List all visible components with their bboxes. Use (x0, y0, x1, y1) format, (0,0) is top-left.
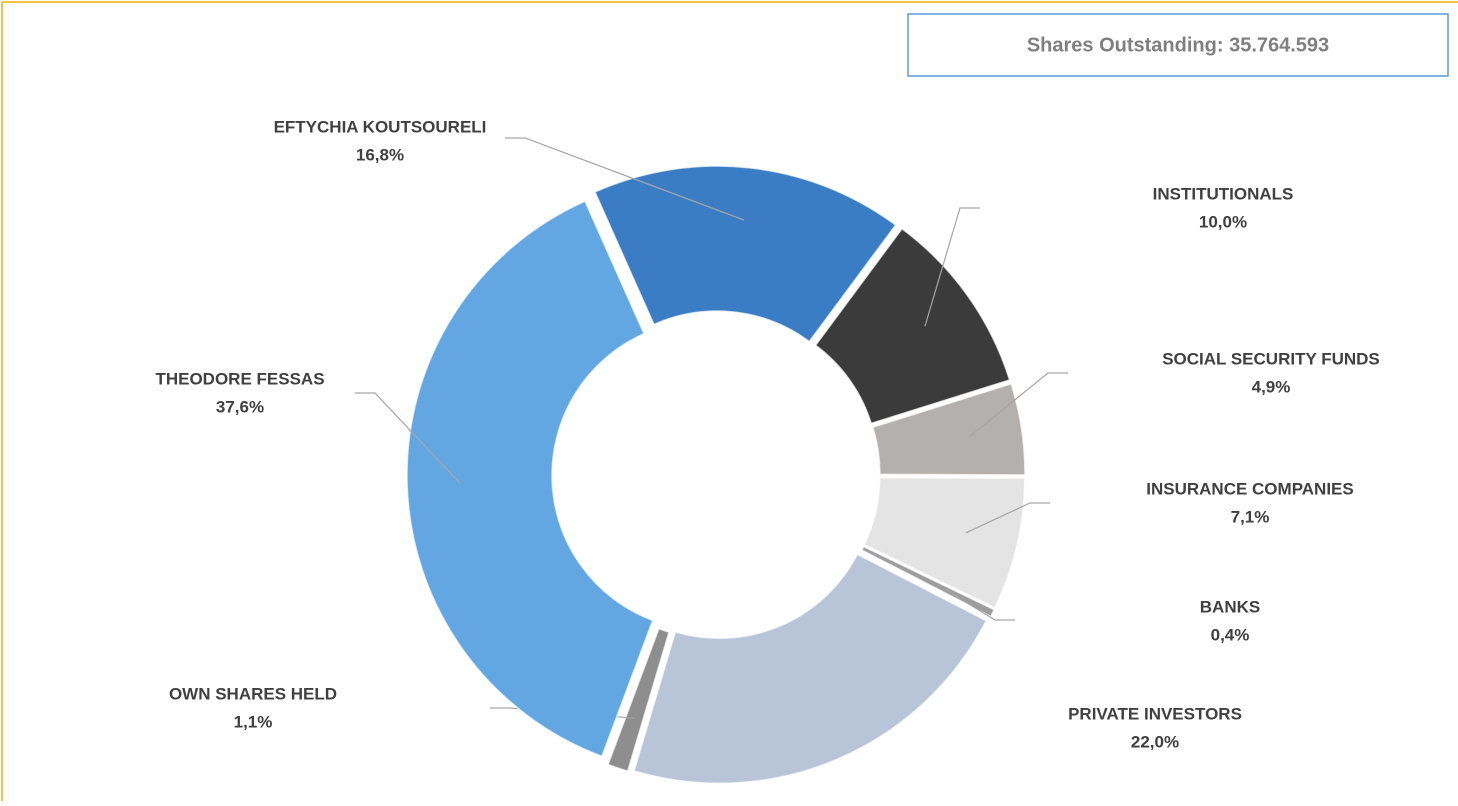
slice (406, 200, 654, 758)
slice-label: SOCIAL SECURITY FUNDS (1162, 349, 1380, 368)
annotation: Shares Outstanding: 35.764.593 (1027, 34, 1329, 56)
leader-line (355, 392, 461, 484)
slice-value-label: 7,1% (1231, 507, 1270, 526)
slice-value-label: 37,6% (216, 397, 264, 416)
leader-line (969, 372, 1068, 438)
slice (633, 553, 988, 785)
slice-label: PRIVATE INVESTORS (1068, 704, 1242, 723)
slice-label: INSTITUTIONALS (1153, 184, 1294, 203)
leader-line (945, 589, 1015, 621)
slice (863, 476, 1026, 609)
slice (607, 627, 670, 773)
slice-label: BANKS (1200, 597, 1260, 616)
slice (593, 165, 897, 343)
annotation-box (907, 13, 1449, 77)
slice-value-label: 1,1% (234, 712, 273, 731)
slice-value-label: 22,0% (1131, 732, 1179, 751)
leader-line (965, 502, 1050, 534)
slice-value-label: 16,8% (356, 145, 404, 164)
slice (871, 382, 1026, 476)
slice-value-label: 4,9% (1252, 377, 1291, 396)
slice-value-label: 0,4% (1211, 625, 1250, 644)
leader-line (924, 207, 980, 327)
slice-label: INSURANCE COMPANIES (1146, 479, 1353, 498)
slice-label: EFTYCHIA KOUTSOURELI (274, 117, 487, 136)
leader-line (505, 137, 745, 221)
slice (814, 227, 1011, 425)
slice-label: THEODORE FESSAS (155, 369, 324, 388)
slice-label: OWN SHARES HELD (169, 684, 337, 703)
slice-value-label: 10,0% (1199, 212, 1247, 231)
